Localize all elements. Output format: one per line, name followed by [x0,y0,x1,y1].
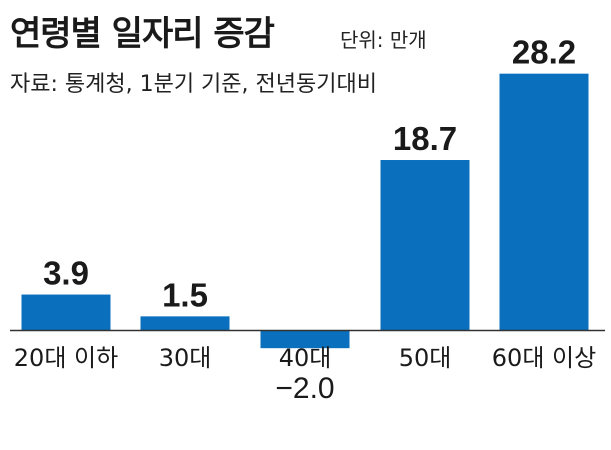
unit-label: 단위: 만개 [340,28,427,52]
value-label-5: 28.2 [512,34,576,71]
value-label-4: 18.7 [393,120,457,157]
bar-5 [499,73,589,331]
bar-4 [380,160,470,330]
value-label-1: 3.9 [43,255,89,292]
source-note: 자료: 통계청, 1분기 기준, 전년동기대비 [10,72,377,97]
bar-3 [260,330,350,349]
category-label-2: 30대 [159,344,212,372]
value-label-3: −2.0 [275,372,334,405]
bar-1 [21,294,111,330]
value-label-2: 1.5 [162,276,208,313]
bar-2 [140,316,230,330]
category-label-3: 40대 [279,344,332,372]
category-label-4: 50대 [399,344,452,372]
chart-title: 연령별 일자리 증감 [10,14,275,54]
category-label-5: 60대 이상 [492,344,596,372]
category-label-1: 20대 이하 [14,344,118,372]
